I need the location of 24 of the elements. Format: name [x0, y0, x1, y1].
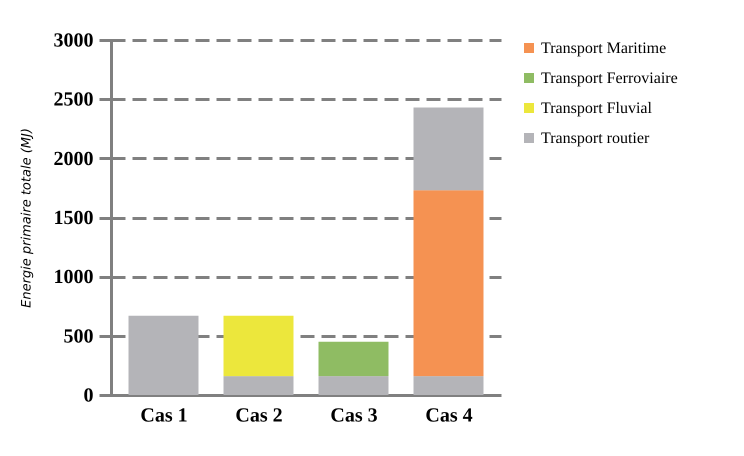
legend-label: Transport Fluvial: [541, 100, 653, 117]
bar: [414, 376, 484, 395]
bar: [128, 316, 198, 395]
bar: [414, 190, 484, 376]
y-tick-label: 0: [84, 384, 94, 406]
bar: [414, 107, 484, 190]
x-tick-label: Cas 4: [425, 404, 473, 426]
y-tick-label: 1500: [54, 207, 94, 229]
bar: [318, 342, 388, 376]
y-tick-label: 1000: [54, 266, 94, 288]
y-tick-label: 500: [64, 325, 94, 348]
bar: [224, 376, 294, 395]
x-tick-label: Cas 2: [235, 404, 283, 426]
legend-label: Transport Maritime: [541, 40, 666, 57]
legend-label: Transport routier: [541, 130, 650, 147]
y-tick-label: 3000: [54, 30, 94, 52]
y-tick-label: 2500: [54, 88, 94, 111]
x-tick-label: Cas 1: [140, 404, 188, 426]
y-tick-label: 2000: [54, 148, 94, 170]
bar: [224, 316, 294, 376]
legend-label: Transport Ferroviaire: [541, 70, 678, 87]
y-axis-title: Energie primaire totale (MJ): [20, 128, 34, 308]
x-tick-label: Cas 3: [330, 404, 378, 426]
bar: [318, 376, 388, 395]
